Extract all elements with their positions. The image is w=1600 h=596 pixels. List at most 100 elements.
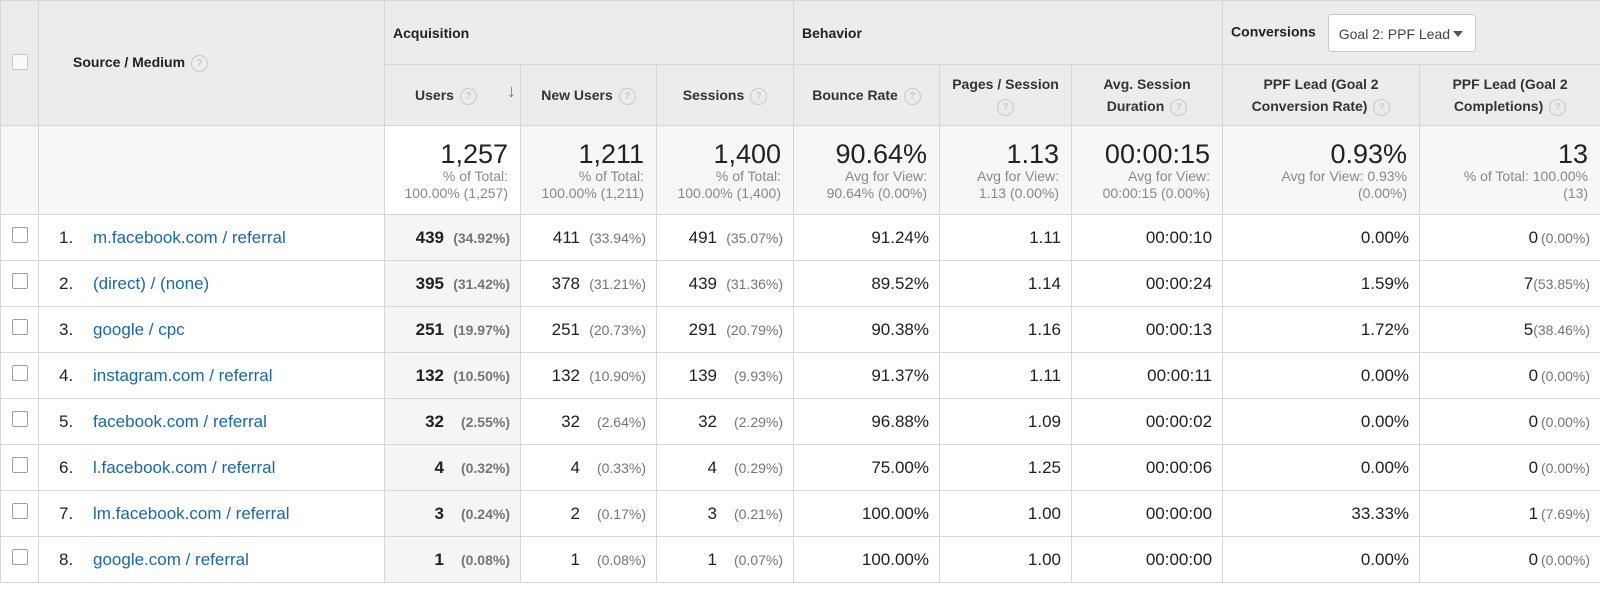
- users-value: 439: [415, 227, 444, 247]
- row-checkbox[interactable]: [11, 227, 28, 243]
- new-users-percent: (0.08%): [596, 551, 646, 568]
- source-medium-link[interactable]: m.facebook.com / referral: [93, 227, 286, 247]
- help-icon[interactable]: ?: [459, 87, 477, 105]
- source-medium-link[interactable]: google.com / referral: [93, 549, 249, 569]
- users-cell: 132 (10.50%): [384, 352, 521, 399]
- total-value: 1,400: [713, 139, 782, 169]
- pages-session-cell: 1.00: [939, 536, 1073, 583]
- row-index: 4.: [59, 365, 74, 385]
- pages-session-header-label: Pages / Session: [952, 76, 1059, 92]
- avg-session-duration-header[interactable]: Avg. Session Duration?: [1071, 64, 1224, 126]
- help-icon[interactable]: ?: [1373, 98, 1391, 116]
- row-checkbox[interactable]: [11, 549, 28, 565]
- row-checkbox-cell: [0, 352, 39, 399]
- select-all-checkbox[interactable]: [11, 53, 28, 70]
- source-medium-link[interactable]: lm.facebook.com / referral: [93, 503, 290, 523]
- completions-value: 1: [1528, 503, 1539, 523]
- sessions-value: 439: [688, 273, 718, 293]
- users-header[interactable]: Users? ↓: [384, 64, 521, 126]
- total-caption: Avg for View:: [1128, 168, 1211, 184]
- totals-new-users: 1,211% of Total: 100.00% (1,211): [520, 125, 657, 215]
- new-users-value: 2: [570, 503, 580, 523]
- avg-session-duration-value: 00:00:00: [1145, 503, 1213, 523]
- completions-percent: (0.00%): [1541, 551, 1591, 568]
- goal-select-dropdown[interactable]: Goal 2: PPF Lead: [1327, 13, 1476, 52]
- bounce-rate-header[interactable]: Bounce Rate?: [793, 64, 941, 126]
- pages-session-header[interactable]: Pages / Session?: [939, 64, 1073, 126]
- pages-session-cell: 1.00: [939, 490, 1073, 537]
- conv-rate-cell: 0.00%: [1222, 444, 1421, 491]
- row-index: 8.: [59, 549, 74, 569]
- total-value: 1.13: [1006, 139, 1060, 169]
- new-users-header[interactable]: New Users?: [520, 64, 657, 126]
- totals-row: 1,257% of Total: 100.00% (1,257) 1,211% o…: [0, 125, 1600, 215]
- sessions-cell: 1 (0.07%): [655, 536, 795, 583]
- conv-rate-value: 0.00%: [1360, 457, 1410, 477]
- help-icon[interactable]: ?: [903, 87, 921, 105]
- totals-users: 1,257% of Total: 100.00% (1,257): [384, 125, 521, 215]
- source-medium-link[interactable]: l.facebook.com / referral: [93, 457, 276, 477]
- totals-pages-session: 1.13 Avg for View: 1.13 (0.00%): [939, 125, 1073, 215]
- total-caption: 90.64% (0.00%): [826, 185, 928, 201]
- new-users-percent: (2.64%): [596, 413, 646, 430]
- bounce-rate-value: 75.00%: [871, 457, 930, 477]
- total-caption: 100.00% (1,257): [404, 185, 508, 201]
- sessions-cell: 4 (0.29%): [655, 444, 795, 491]
- row-checkbox[interactable]: [11, 319, 28, 335]
- pages-session-value: 1.11: [1029, 365, 1062, 385]
- new-users-percent: (20.73%): [589, 321, 646, 338]
- source-medium-link[interactable]: instagram.com / referral: [93, 365, 273, 385]
- conv-rate-header[interactable]: PPF Lead (Goal 2 Conversion Rate)?: [1222, 64, 1421, 126]
- completions-value: 5: [1523, 319, 1534, 339]
- row-index: 1.: [59, 227, 74, 247]
- row-checkbox[interactable]: [11, 365, 28, 381]
- sessions-percent: (0.21%): [733, 505, 784, 522]
- completions-header[interactable]: PPF Lead (Goal 2 Completions)?: [1419, 64, 1600, 126]
- row-checkbox[interactable]: [11, 411, 28, 427]
- sessions-header[interactable]: Sessions?: [655, 64, 795, 126]
- users-percent: (0.32%): [460, 459, 510, 476]
- total-value: 13: [1558, 139, 1589, 169]
- users-percent: (2.55%): [460, 413, 510, 430]
- conv-rate-value: 1.72%: [1360, 319, 1410, 339]
- row-checkbox[interactable]: [11, 457, 28, 473]
- conv-rate-header-label: PPF Lead (Goal 2 Conversion Rate): [1251, 76, 1379, 114]
- source-medium-link[interactable]: google / cpc: [93, 319, 185, 339]
- behavior-group-header: Behavior: [793, 0, 1224, 65]
- pages-session-value: 1.09: [1027, 411, 1062, 431]
- users-percent: (0.08%): [460, 551, 510, 568]
- total-value: 00:00:15: [1104, 139, 1211, 169]
- users-percent: (34.92%): [453, 229, 510, 246]
- row-checkbox-cell: [0, 260, 39, 307]
- new-users-value: 1: [570, 549, 580, 569]
- row-index: 5.: [59, 411, 74, 431]
- help-icon[interactable]: ?: [618, 87, 636, 105]
- sort-descending-icon[interactable]: ↓: [507, 81, 516, 101]
- new-users-cell: 32 (2.64%): [520, 398, 657, 445]
- sessions-value: 3: [707, 503, 718, 523]
- bounce-rate-value: 100.00%: [861, 503, 930, 523]
- row-checkbox[interactable]: [11, 503, 28, 519]
- help-icon[interactable]: ?: [1549, 98, 1567, 116]
- source-medium-header[interactable]: Source / Medium?: [38, 0, 385, 126]
- source-medium-label: Source / Medium: [73, 54, 186, 71]
- new-users-value: 4: [570, 457, 580, 477]
- source-medium-link[interactable]: facebook.com / referral: [93, 411, 267, 431]
- source-medium-link[interactable]: (direct) / (none): [93, 273, 210, 293]
- table-row: 8. google.com / referral 1 (0.08%) 1 (0.08%…: [0, 536, 1600, 583]
- conv-rate-value: 0.00%: [1360, 227, 1410, 247]
- help-icon[interactable]: ?: [750, 87, 768, 105]
- sessions-value: 4: [707, 457, 718, 477]
- new-users-percent: (31.21%): [589, 275, 646, 292]
- help-icon[interactable]: ?: [997, 98, 1015, 116]
- totals-completions: 13% of Total: 100.00% (13): [1419, 125, 1600, 215]
- completions-percent: (0.00%): [1541, 367, 1591, 384]
- help-icon[interactable]: ?: [191, 54, 209, 72]
- help-icon[interactable]: ?: [1170, 98, 1188, 116]
- bounce-rate-cell: 91.37%: [793, 352, 941, 399]
- row-checkbox[interactable]: [11, 273, 28, 289]
- new-users-cell: 411 (33.94%): [520, 214, 657, 261]
- new-users-percent: (10.90%): [589, 367, 646, 384]
- completions-cell: 0 (0.00%): [1419, 398, 1600, 445]
- new-users-percent: (0.33%): [596, 459, 646, 476]
